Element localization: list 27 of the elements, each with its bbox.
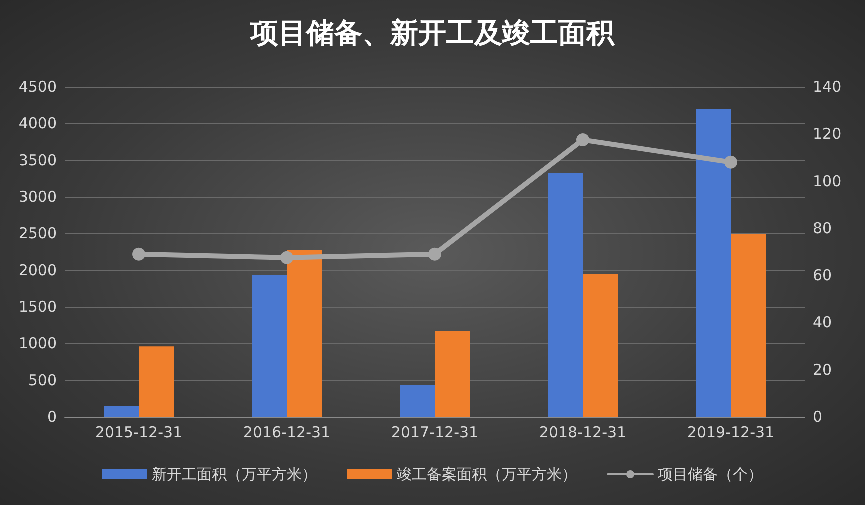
x-tick-label: 2019-12-31 (687, 424, 775, 442)
x-tick-label: 2018-12-31 (539, 424, 627, 442)
legend-label: 项目储备（个） (658, 466, 763, 484)
y2-tick-label: 120 (813, 125, 842, 144)
y2-tick-label: 60 (813, 266, 832, 285)
legend-label: 新开工面积（万平方米） (152, 466, 317, 484)
y-tick-label: 2000 (18, 261, 57, 280)
y-tick-label: 4000 (18, 114, 57, 133)
y2-tick-label: 100 (813, 172, 842, 190)
y2-tick-label: 40 (813, 314, 832, 332)
y-tick-label: 1500 (18, 298, 57, 316)
y-tick-label: 500 (28, 371, 57, 390)
x-tick-label: 2015-12-31 (95, 424, 183, 442)
y2-tick-label: 140 (813, 78, 842, 96)
legend-label: 竣工备案面积（万平方米） (397, 466, 577, 484)
y-tick-label: 3000 (18, 188, 57, 206)
y-tick-label: 1000 (18, 334, 57, 353)
x-tick-label: 2017-12-31 (391, 424, 479, 442)
x-tick-label: 2016-12-31 (243, 424, 331, 442)
chart-title: 项目储备、新开工及竣工面积 (250, 16, 616, 50)
y2-tick-label: 80 (813, 219, 832, 238)
y2-tick-label: 20 (813, 360, 832, 379)
y-tick-label: 0 (47, 408, 57, 426)
y2-tick-label: 0 (813, 408, 823, 426)
y-tick-label: 2500 (18, 224, 57, 243)
y-tick-label: 4500 (18, 78, 57, 96)
y-tick-label: 3500 (18, 151, 57, 170)
